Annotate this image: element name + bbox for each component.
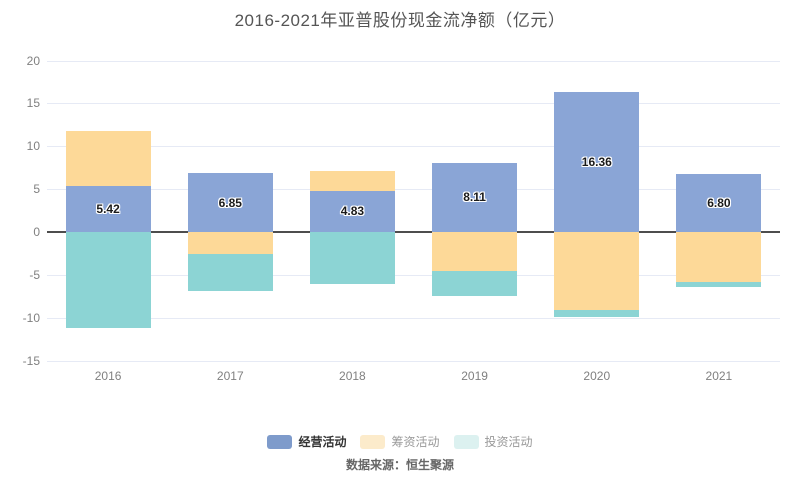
gridline: [47, 146, 780, 148]
bar-value-label: 16.36: [581, 154, 612, 169]
bar-segment-2019-series1: [432, 232, 518, 272]
y-axis-tick-label: 0: [33, 225, 40, 239]
bar-segment-2020-series2: [554, 310, 640, 318]
gridline: [47, 103, 780, 105]
bar-segment-2017-series0: [187, 173, 273, 232]
bar-segment-2018-series0: [309, 190, 395, 232]
bar-value-label: 4.83: [340, 204, 365, 219]
legend-label-financing: 筹资活动: [391, 435, 440, 449]
legend-swatch-investing-icon: [453, 434, 479, 449]
x-axis-label: 2017: [216, 369, 244, 383]
bar-segment-2017-series2: [187, 254, 273, 292]
bar-segment-2018-series2: [309, 232, 395, 284]
bar-segment-2021-series1: [676, 232, 762, 283]
x-axis-label: 2018: [339, 369, 366, 383]
bar-segment-2016-series2: [65, 232, 151, 329]
gridline: [47, 60, 780, 62]
legend-swatch-operating-icon: [267, 434, 293, 449]
legend-item-financing[interactable]: 筹资活动: [360, 433, 440, 450]
gridline: [47, 360, 780, 362]
legend-swatch-financing-icon: [360, 434, 386, 449]
bar-segment-2017-series1: [187, 232, 273, 255]
bar-value-label: 5.42: [96, 201, 120, 216]
legend-item-investing[interactable]: 投资活动: [453, 433, 533, 450]
legend-label-investing: 投资活动: [484, 435, 533, 449]
y-axis-tick-label: 20: [26, 53, 40, 68]
y-axis-tick-label: -10: [22, 310, 40, 325]
zero-axis-line: [47, 231, 780, 233]
legend-label-operating: 经营活动: [298, 435, 347, 449]
gridline: [47, 189, 780, 191]
gridline: [47, 274, 780, 276]
chart-title: 2016-2021年亚普股份现金流净额（亿元）: [234, 11, 566, 30]
y-axis-tick-label: 15: [26, 96, 40, 111]
y-axis-tick-label: -5: [29, 267, 40, 282]
bar-value-label: 8.11: [463, 190, 486, 205]
bar-segment-2020-series1: [554, 232, 640, 311]
bar-segment-2021-series2: [676, 282, 762, 288]
bar-segment-2019-series0: [432, 162, 518, 232]
bar-segment-2018-series1: [309, 170, 395, 191]
y-axis-tick-label: 5: [33, 182, 40, 197]
bar-value-label: 6.80: [707, 195, 731, 210]
bar-segment-2020-series0: [554, 91, 640, 232]
x-axis-label: 2016: [94, 369, 122, 383]
bar-segment-2016-series0: [65, 185, 151, 232]
bar-segment-2021-series0: [676, 173, 762, 232]
bar-value-label: 6.85: [218, 195, 242, 210]
x-axis-label: 2019: [461, 369, 488, 383]
x-axis-label: 2020: [583, 369, 611, 383]
x-axis-label: 2021: [705, 369, 733, 383]
bar-segment-2016-series1: [65, 131, 151, 186]
legend: 经营活动 筹资活动 投资活动: [0, 433, 800, 450]
y-axis-tick-label: -15: [22, 353, 40, 368]
gridline: [47, 317, 780, 319]
bar-segment-2019-series2: [432, 271, 518, 297]
legend-item-operating[interactable]: 经营活动: [267, 433, 346, 450]
y-axis-tick-label: 10: [26, 139, 40, 154]
data-source-note: 数据来源：恒生聚源: [345, 458, 454, 472]
